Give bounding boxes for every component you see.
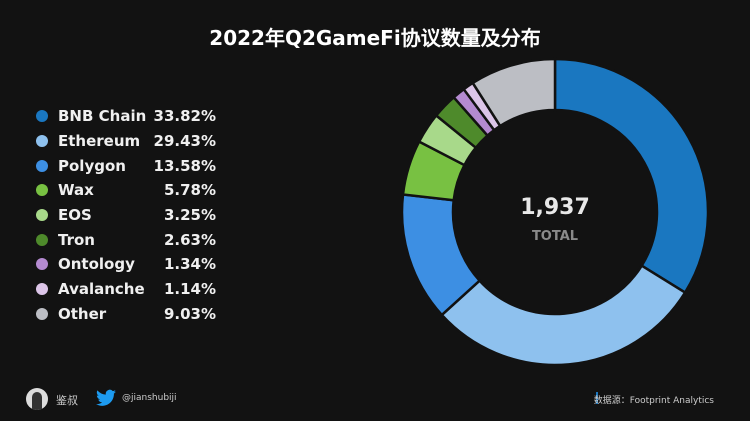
legend-item: EOS 3.25% — [36, 203, 216, 228]
legend-value: 3.25% — [163, 206, 216, 225]
center-total-value: 1,937 — [520, 195, 590, 220]
twitter-handle: @jianshubiji — [122, 393, 177, 403]
legend-swatch — [36, 110, 48, 123]
center-total-label: TOTAL — [532, 229, 578, 244]
legend-item: Avalanche 1.14% — [36, 277, 216, 302]
legend-label: Ontology — [58, 255, 135, 274]
legend-value: 29.43% — [153, 132, 216, 151]
footer: 鉴叔 @jianshubiji 数据源：Footprint Analytics — [0, 386, 750, 416]
legend-value: 1.34% — [163, 255, 216, 274]
legend-label: Other — [58, 304, 107, 323]
legend-value: 1.14% — [163, 280, 216, 299]
data-source: 数据源：Footprint Analytics — [593, 396, 714, 406]
legend-label: Polygon — [58, 156, 126, 175]
donut-slice-bnb-chain — [553, 57, 710, 295]
legend-swatch — [36, 233, 48, 246]
legend: BNB Chain 33.82% Ethereum 29.43% Polygon 13.5… — [36, 104, 216, 326]
legend-item: Wax 5.78% — [36, 178, 216, 203]
legend-item: Other 9.03% — [36, 302, 216, 327]
source-divider — [596, 392, 598, 404]
author-name: 鉴叔 — [56, 394, 78, 407]
legend-swatch — [36, 307, 48, 320]
legend-swatch — [36, 135, 48, 148]
legend-swatch — [36, 283, 48, 296]
legend-label: Wax — [58, 181, 94, 200]
legend-label: Tron — [58, 230, 95, 249]
donut-slice-ethereum — [440, 263, 687, 367]
legend-swatch — [36, 184, 48, 197]
donut-slice-other — [471, 57, 557, 128]
legend-item: BNB Chain 33.82% — [36, 104, 216, 129]
chart-title: 2022年Q2GameFi协议数量及分布 — [209, 26, 541, 50]
legend-label: BNB Chain — [58, 107, 147, 126]
legend-swatch — [36, 209, 48, 222]
avatar — [26, 388, 48, 410]
legend-value: 5.78% — [163, 181, 216, 200]
legend-swatch — [36, 258, 48, 271]
legend-item: Tron 2.63% — [36, 227, 216, 252]
legend-label: Ethereum — [58, 132, 141, 151]
legend-value: 33.82% — [153, 107, 216, 126]
legend-label: EOS — [58, 206, 92, 225]
legend-item: Ontology 1.34% — [36, 252, 216, 277]
twitter-icon — [96, 389, 116, 406]
legend-swatch — [36, 159, 48, 172]
legend-item: Polygon 13.58% — [36, 153, 216, 178]
legend-label: Avalanche — [58, 280, 145, 299]
legend-value: 9.03% — [163, 304, 216, 323]
legend-value: 13.58% — [153, 156, 216, 175]
legend-value: 2.63% — [163, 230, 216, 249]
legend-item: Ethereum 29.43% — [36, 129, 216, 154]
